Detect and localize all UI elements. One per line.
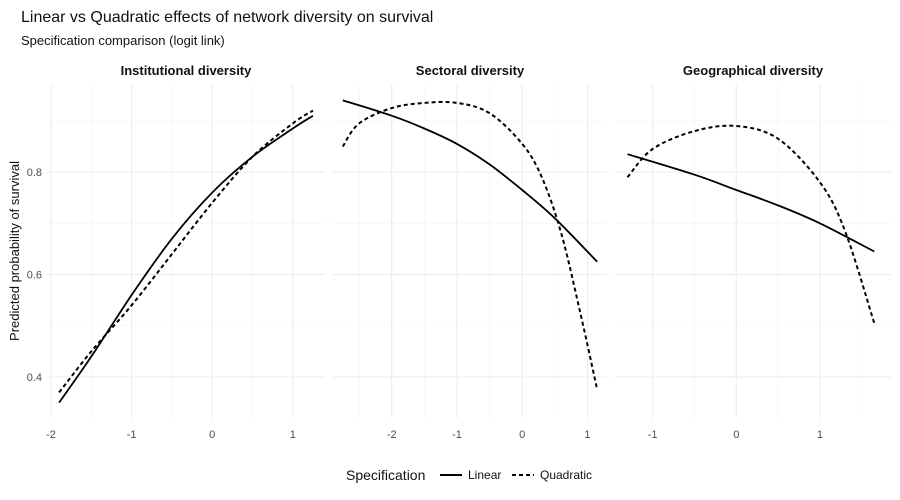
x-tick-label: -2 bbox=[387, 429, 397, 441]
series-line-linear bbox=[627, 153, 875, 253]
x-tick-label: -1 bbox=[648, 429, 658, 441]
legend-label-quadratic: Quadratic bbox=[540, 468, 592, 482]
facet-panels: Institutional diversity -2 -1 0 1 0.4 0.6 0.8 Se… bbox=[27, 63, 891, 441]
legend-title: Specification bbox=[346, 467, 425, 483]
series-line-quadratic bbox=[626, 124, 876, 324]
series-line-quadratic bbox=[58, 109, 314, 394]
y-tick-label: 0.8 bbox=[27, 167, 42, 179]
facet-label: Sectoral diversity bbox=[416, 63, 525, 78]
facet-label: Institutional diversity bbox=[121, 63, 253, 78]
y-tick-label: 0.4 bbox=[27, 372, 42, 384]
chart-subtitle: Specification comparison (logit link) bbox=[21, 33, 225, 48]
x-tick-label: 1 bbox=[584, 429, 590, 441]
x-tick-label: 1 bbox=[817, 429, 823, 441]
chart-title: Linear vs Quadratic effects of network d… bbox=[21, 9, 433, 26]
x-tick-label: 1 bbox=[290, 429, 296, 441]
facet-label: Geographical diversity bbox=[683, 63, 824, 78]
legend: Specification Linear Quadratic bbox=[346, 467, 592, 483]
x-tick-label: -1 bbox=[127, 429, 137, 441]
x-tick-label: 0 bbox=[209, 429, 215, 441]
panel-2: Geographical diversity -1 0 1 bbox=[615, 63, 891, 441]
x-tick-label: -2 bbox=[46, 429, 56, 441]
x-tick-label: 0 bbox=[733, 429, 739, 441]
panel-0: Institutional diversity -2 -1 0 1 0.4 0.6 0.8 bbox=[27, 63, 325, 441]
y-tick-label: 0.6 bbox=[27, 270, 42, 282]
series-line-linear bbox=[58, 114, 314, 404]
panel-1: Sectoral diversity -2 -1 0 1 bbox=[333, 63, 607, 441]
y-axis-label: Predicted probability of survival bbox=[7, 161, 22, 341]
series-line-linear bbox=[342, 99, 598, 263]
x-tick-label: 0 bbox=[519, 429, 525, 441]
legend-label-linear: Linear bbox=[468, 468, 501, 482]
series-line-quadratic bbox=[341, 100, 599, 391]
x-tick-label: -1 bbox=[452, 429, 462, 441]
